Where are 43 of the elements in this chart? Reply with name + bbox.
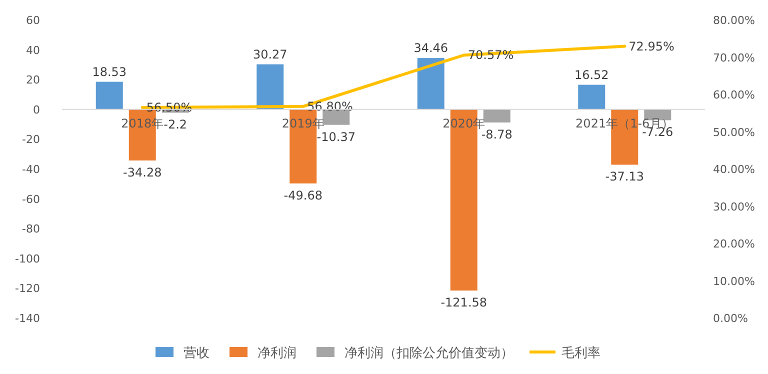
data-label: -49.68 [284,188,322,202]
data-label: -37.13 [605,170,644,184]
y-tick-label: 40 [26,44,40,57]
data-label: -121.58 [440,296,488,310]
data-label: 16.52 [574,68,609,82]
bar [96,82,123,110]
y2-tick-label: 50.00% [713,126,755,139]
bar [322,109,350,125]
y-tick-label: -140 [15,312,40,325]
y2-tick-label: 80.00% [713,14,755,27]
bar [578,84,606,110]
y2-tick-label: 60.00% [713,88,755,102]
y-tick-label: -80 [22,222,40,236]
data-label: -2.2 [164,118,188,132]
data-label: 56.50% [146,100,192,115]
legend-label: 营收 [184,346,210,361]
y-tick-label: -40 [22,163,40,176]
y-tick-label: 0 [33,103,40,116]
y-tick-label: -100 [15,252,40,266]
y-tick-label: -60 [22,192,40,206]
data-label: 34.46 [414,41,448,56]
data-label: -34.28 [123,165,162,180]
data-label: -10.37 [316,130,356,144]
y2-tick-label: 10.00% [713,274,755,288]
y-tick-label: -120 [15,282,40,296]
y-tick-label: -20 [22,133,40,146]
data-label: -8.78 [481,127,512,142]
y-tick-label: 60 [26,14,40,27]
legend-label: 净利润（扣除公允价值变动） [344,346,514,361]
data-label: 18.53 [92,64,127,79]
legend-label: 净利润 [258,346,296,361]
y2-tick-label: 30.00% [713,200,755,214]
y-tick-label: 20 [26,74,40,87]
bar [483,109,510,122]
y2-tick-label: 20.00% [713,238,755,250]
y2-tick-label: 40.00% [713,163,755,176]
data-label: 30.27 [252,47,288,62]
legend-label: 毛利率 [562,345,600,361]
y2-tick-label: 70.00% [713,51,755,64]
bar [256,64,284,110]
y2-tick-label: 0.00% [713,312,748,325]
data-label: 72.95% [628,39,674,54]
bar [417,58,444,110]
